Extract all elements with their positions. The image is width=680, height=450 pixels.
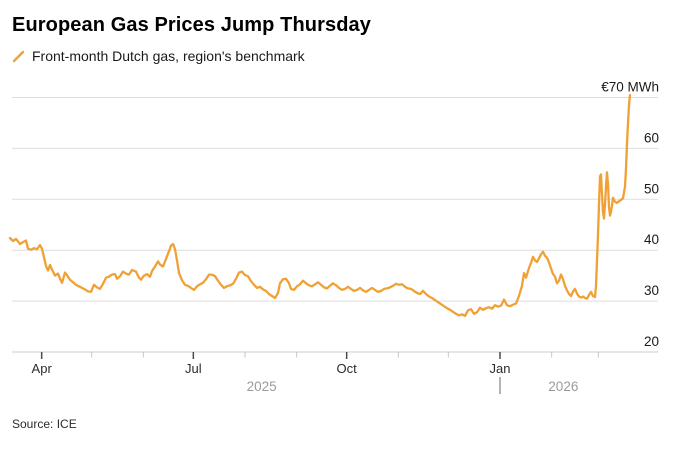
y-axis-label: €70 MWh — [601, 80, 659, 95]
y-axis-label: 20 — [644, 334, 659, 349]
x-axis-year-label: 2026 — [548, 379, 578, 394]
y-axis-label: 30 — [644, 283, 659, 298]
chart-title: European Gas Prices Jump Thursday — [12, 14, 371, 36]
x-axis-month-label: Jul — [185, 361, 202, 376]
x-axis-month-label: Oct — [337, 361, 358, 376]
x-axis-month-label: Jan — [490, 361, 511, 376]
x-axis-month-label: Apr — [32, 361, 53, 376]
y-axis-label: 40 — [644, 232, 659, 247]
price-line — [8, 93, 632, 318]
x-axis-year-label: 2025 — [247, 379, 277, 394]
y-axis-label: 50 — [644, 181, 659, 196]
legend: Front-month Dutch gas, region's benchmar… — [12, 48, 305, 64]
source-caption: Source: ICE — [12, 417, 77, 431]
legend-label: Front-month Dutch gas, region's benchmar… — [32, 48, 305, 64]
legend-line-icon — [12, 50, 25, 62]
y-axis-label: 60 — [644, 130, 659, 145]
